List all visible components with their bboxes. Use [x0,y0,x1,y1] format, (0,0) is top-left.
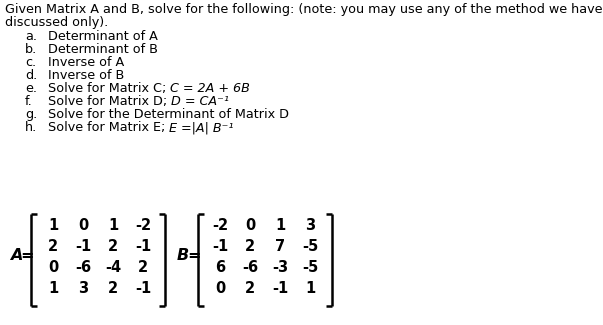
Text: Given Matrix A and B, solve for the following: (note: you may use any of the met: Given Matrix A and B, solve for the foll… [5,3,602,16]
Text: g.: g. [25,108,37,121]
Text: -1: -1 [135,281,151,296]
Text: d.: d. [25,69,37,82]
Text: 2: 2 [108,239,118,254]
Text: 0: 0 [215,281,225,296]
Text: 2: 2 [138,260,148,275]
Text: 2: 2 [245,239,255,254]
Text: -1: -1 [272,281,288,296]
Text: Solve for Matrix C;: Solve for Matrix C; [48,82,171,95]
Text: discussed only).: discussed only). [5,16,109,29]
Text: 7: 7 [275,239,285,254]
Text: Determinant of B: Determinant of B [48,43,158,56]
Text: b.: b. [25,43,37,56]
Text: 1: 1 [275,218,285,233]
Text: A: A [10,249,22,264]
Text: h.: h. [25,121,37,134]
Text: Determinant of A: Determinant of A [48,30,158,43]
Text: Solve for the Determinant of Matrix D: Solve for the Determinant of Matrix D [48,108,289,121]
Text: a.: a. [25,30,37,43]
Text: =: = [187,249,201,264]
Text: -4: -4 [105,260,121,275]
Text: D = CA⁻¹: D = CA⁻¹ [171,95,229,108]
Text: -6: -6 [75,260,91,275]
Text: -5: -5 [302,239,318,254]
Text: 0: 0 [78,218,88,233]
Text: -2: -2 [212,218,228,233]
Text: -3: -3 [272,260,288,275]
Text: 2: 2 [48,239,58,254]
Text: 2: 2 [245,281,255,296]
Text: -6: -6 [242,260,258,275]
Text: 0: 0 [245,218,255,233]
Text: =: = [20,249,34,264]
Text: -1: -1 [135,239,151,254]
Text: -1: -1 [75,239,91,254]
Text: E =|A| B⁻¹: E =|A| B⁻¹ [169,121,234,134]
Text: c.: c. [25,56,36,69]
Text: 1: 1 [48,218,58,233]
Text: -5: -5 [302,260,318,275]
Text: 1: 1 [48,281,58,296]
Text: Solve for Matrix D;: Solve for Matrix D; [48,95,171,108]
Text: f.: f. [25,95,33,108]
Text: 6: 6 [215,260,225,275]
Text: 3: 3 [305,218,315,233]
Text: -1: -1 [212,239,228,254]
Text: Solve for Matrix E;: Solve for Matrix E; [48,121,169,134]
Text: 0: 0 [48,260,58,275]
Text: Inverse of A: Inverse of A [48,56,124,69]
Text: e.: e. [25,82,37,95]
Text: 1: 1 [305,281,315,296]
Text: C = 2A + 6B: C = 2A + 6B [171,82,250,95]
Text: 3: 3 [78,281,88,296]
Text: 2: 2 [108,281,118,296]
Text: 1: 1 [108,218,118,233]
Text: Inverse of B: Inverse of B [48,69,124,82]
Text: B: B [177,249,189,264]
Text: -2: -2 [135,218,151,233]
